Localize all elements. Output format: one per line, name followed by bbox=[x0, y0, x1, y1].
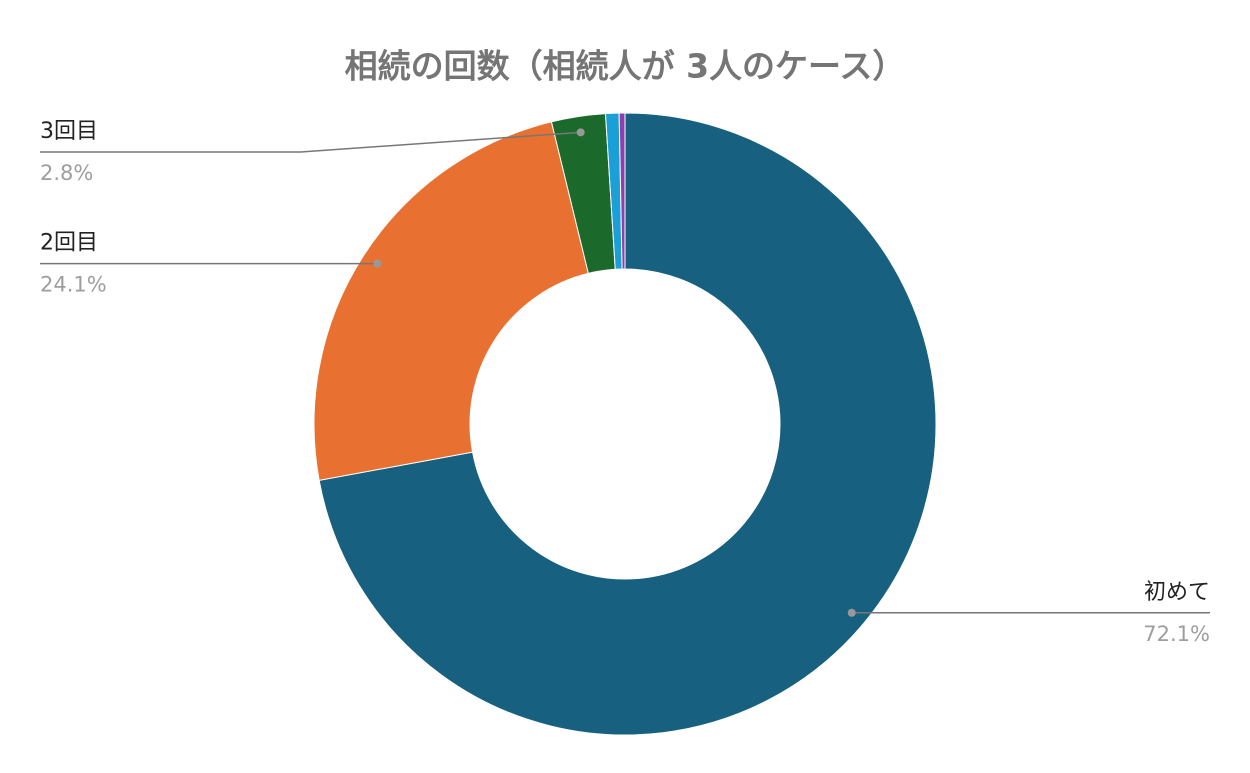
slice-value-label: 2.8% bbox=[40, 161, 93, 185]
leader-dot bbox=[847, 608, 856, 617]
leader-dot bbox=[373, 259, 382, 268]
chart-title: 相続の回数（相続人が 3人のケース） bbox=[345, 47, 906, 86]
donut-slice bbox=[313, 121, 589, 481]
slice-label: 3回目 bbox=[40, 119, 98, 144]
slice-value-label: 72.1% bbox=[1143, 622, 1210, 646]
donut-slice bbox=[618, 112, 626, 270]
slice-label: 2回目 bbox=[40, 231, 98, 256]
slice-value-label: 24.1% bbox=[40, 273, 107, 297]
donut-slice bbox=[318, 112, 937, 736]
slice-label: 初めて bbox=[1144, 580, 1210, 605]
leader-line bbox=[40, 131, 581, 153]
leader-dot bbox=[576, 128, 585, 137]
